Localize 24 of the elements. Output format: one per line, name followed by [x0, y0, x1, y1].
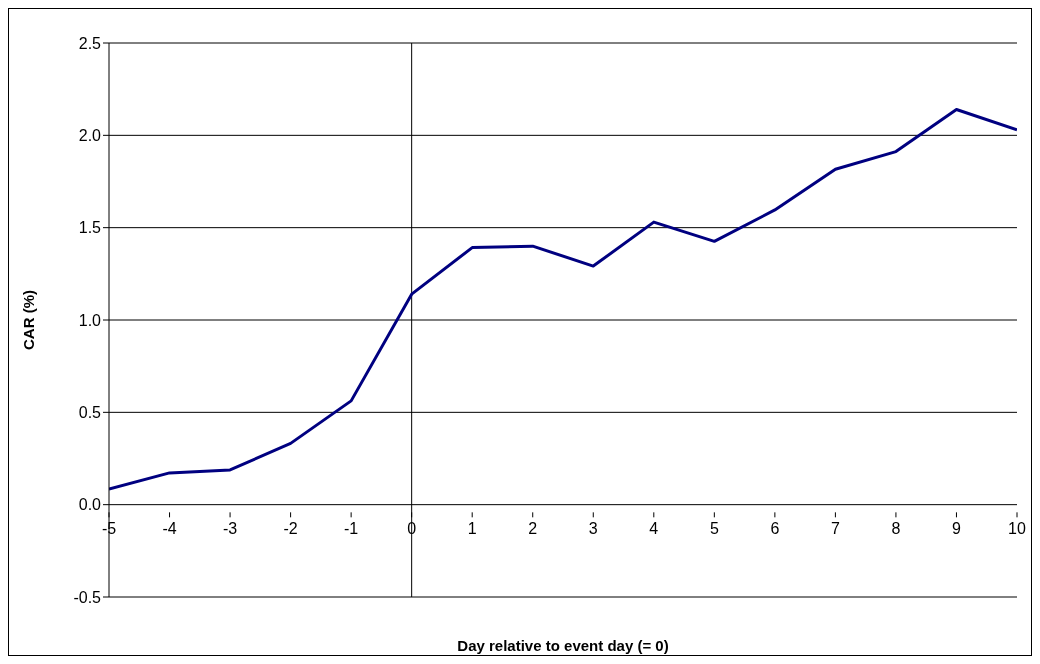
y-tick-label: -0.5 — [73, 588, 102, 606]
x-tick-label: 1 — [467, 520, 477, 538]
x-tick-label: -4 — [162, 520, 177, 538]
x-tick-label: -3 — [222, 520, 238, 538]
x-tick-label: 10 — [1008, 520, 1026, 538]
x-tick-label: -5 — [101, 520, 117, 538]
y-tick-label: 0.5 — [78, 404, 102, 422]
y-tick-label: 2.0 — [78, 127, 102, 145]
y-axis-title: CAR (%) — [20, 290, 38, 350]
y-tick-label: 1.5 — [78, 219, 102, 237]
x-tick-label: 3 — [588, 520, 598, 538]
x-tick-label: 5 — [709, 520, 719, 538]
y-tick-label: 2.5 — [78, 34, 102, 52]
y-tick-label: 0.0 — [78, 496, 102, 514]
x-tick-label: 7 — [830, 520, 840, 538]
x-tick-label: 8 — [891, 520, 901, 538]
x-tick-label: -1 — [344, 520, 359, 538]
x-axis-title: Day relative to event day (= 0) — [457, 637, 669, 654]
x-tick-label: 4 — [649, 520, 659, 538]
x-tick-label: -2 — [283, 520, 298, 538]
y-tick-label: 1.0 — [78, 311, 102, 329]
x-tick-label: 2 — [528, 520, 538, 538]
x-tick-label: 6 — [770, 520, 780, 538]
x-tick-label: 9 — [952, 520, 962, 538]
